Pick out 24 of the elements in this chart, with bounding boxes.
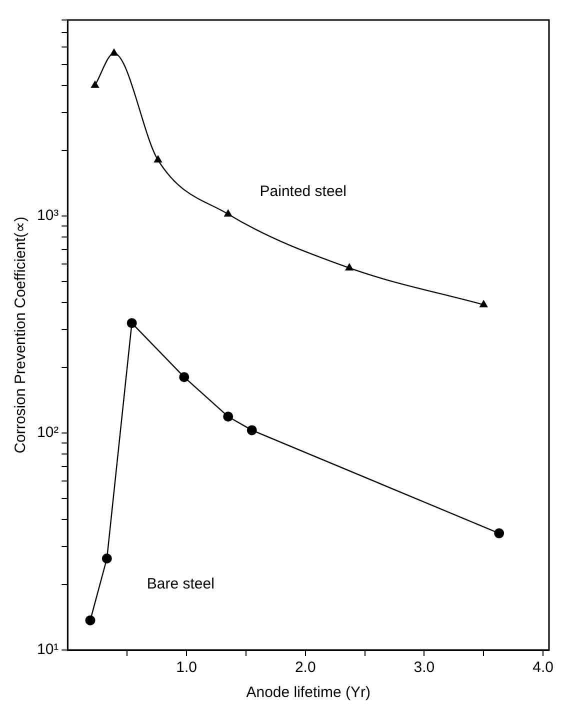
x-tick-label: 2.0	[294, 659, 316, 676]
point	[494, 528, 504, 538]
point	[126, 318, 137, 328]
y-tick-label: 10²	[36, 424, 59, 442]
point	[246, 425, 257, 436]
y-axis-title: Corrosion Prevention Coefficient(∝)	[12, 216, 30, 454]
x-tick-label: 4.0	[532, 659, 554, 676]
y-tick-label: 10³	[36, 207, 59, 224]
point	[154, 155, 162, 163]
x-tick-label: 3.0	[414, 659, 435, 676]
x-tick-label: 1.0	[176, 659, 197, 676]
point	[110, 48, 118, 56]
y-tick-label: 10¹	[36, 641, 59, 658]
point	[224, 209, 232, 217]
point	[479, 300, 488, 308]
series-label: Painted steel	[260, 183, 346, 200]
point	[85, 615, 96, 626]
x-axis-title: Anode lifetime (Yr)	[246, 684, 370, 702]
point	[345, 262, 354, 270]
text: Bare steel	[146, 576, 214, 593]
point	[90, 80, 100, 88]
point	[179, 372, 190, 382]
point	[223, 412, 234, 422]
point	[102, 554, 112, 564]
